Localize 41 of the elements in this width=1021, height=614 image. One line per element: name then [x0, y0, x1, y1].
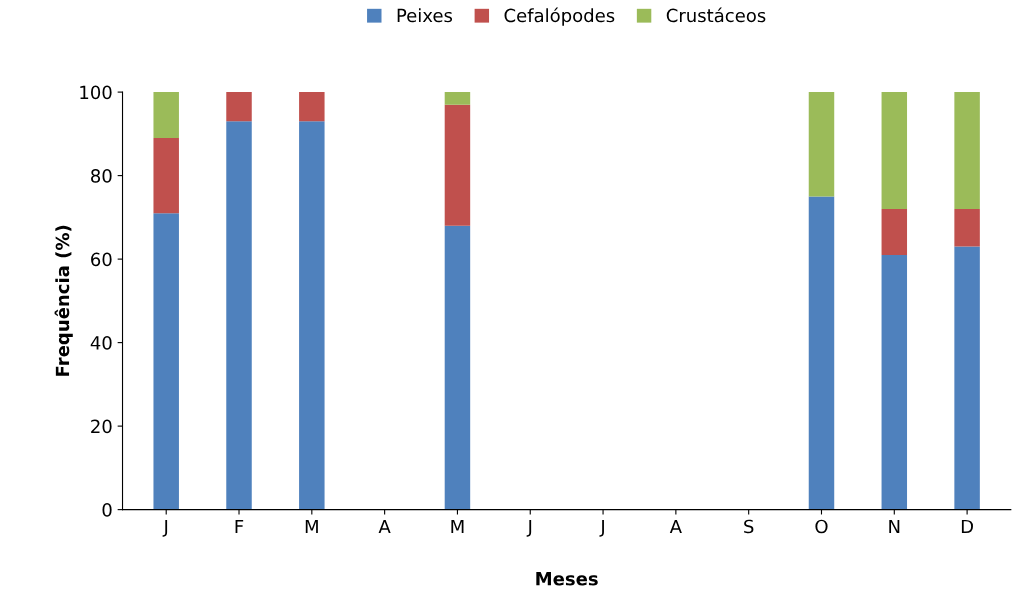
bar: [153, 92, 179, 139]
x-tick-label: A: [669, 519, 682, 534]
legend-label: Peixes: [397, 8, 453, 23]
x-tick-label: S: [744, 519, 754, 534]
x-tick-label: M: [451, 519, 464, 534]
y-tick-label: 0: [102, 503, 112, 517]
bar: [444, 225, 471, 510]
y-axis-title: Frequência (%): [54, 225, 73, 376]
x-tick-label: J: [162, 519, 168, 537]
bar: [954, 246, 980, 510]
bar: [444, 104, 471, 226]
x-tick-label: F: [235, 519, 244, 534]
y-tick-label: 20: [91, 419, 112, 434]
bar: [153, 138, 179, 214]
bar: [226, 92, 252, 122]
legend-label: Crustáceos: [666, 7, 766, 23]
bar: [808, 196, 835, 510]
bar: [226, 121, 252, 510]
bar: [808, 92, 835, 197]
bar: [954, 92, 980, 210]
bar: [881, 254, 908, 510]
y-tick-label: 40: [90, 336, 112, 350]
y-tick-label: 100: [80, 85, 112, 100]
bar: [299, 92, 325, 122]
bar: [299, 121, 325, 510]
x-tick-label: D: [961, 519, 973, 534]
bar: [153, 213, 179, 510]
x-tick-label: M: [305, 519, 318, 534]
bar: [444, 92, 471, 105]
legend-label: Cefalópodes: [504, 7, 615, 26]
x-tick-label: N: [889, 519, 900, 534]
y-tick-label: 80: [91, 169, 112, 183]
y-tick-label: 60: [91, 252, 112, 267]
bar: [954, 209, 980, 247]
x-tick-label: O: [815, 519, 828, 534]
x-tick-label: A: [378, 519, 391, 534]
x-axis-title: Meses: [536, 572, 598, 586]
bar: [881, 92, 908, 210]
bar: [881, 209, 908, 255]
x-tick-label: J: [526, 519, 532, 537]
x-tick-label: J: [599, 519, 604, 537]
